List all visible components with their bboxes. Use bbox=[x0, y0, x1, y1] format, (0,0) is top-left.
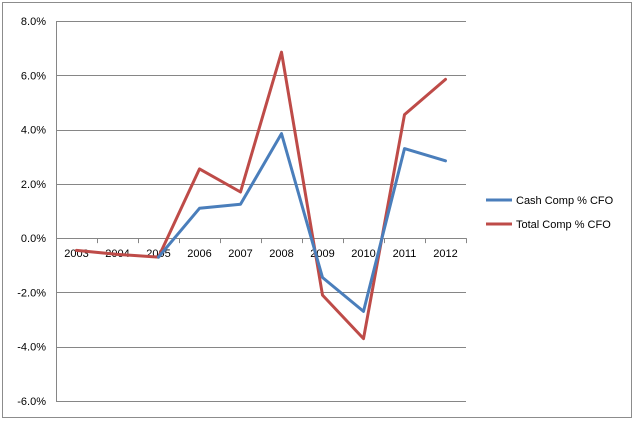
y-axis-tick-labels: 8.0% 6.0% 4.0% 2.0% 0.0% -2.0% -4.0% -6.0% bbox=[17, 16, 46, 408]
y-tick-label: 4.0% bbox=[21, 125, 46, 137]
y-tick-label: -4.0% bbox=[17, 342, 46, 354]
y-tick-label: -6.0% bbox=[17, 396, 46, 408]
series-line-cash-comp bbox=[157, 132, 447, 313]
x-tick-label: 2008 bbox=[269, 248, 293, 260]
chart-frame bbox=[2, 2, 632, 418]
y-tick-label: 8.0% bbox=[21, 16, 46, 28]
legend: Cash Comp % CFO Total Comp % CFO bbox=[486, 195, 614, 231]
x-tick-label: 2012 bbox=[433, 248, 457, 260]
data-series bbox=[75, 50, 447, 341]
y-tick-label: 6.0% bbox=[21, 70, 46, 82]
legend-label: Total Comp % CFO bbox=[516, 219, 611, 231]
x-tick-label: 2010 bbox=[351, 248, 375, 260]
series-line-total-comp bbox=[75, 50, 447, 341]
y-tick-label: 0.0% bbox=[21, 233, 46, 245]
y-tick-label: 2.0% bbox=[21, 179, 46, 191]
x-tick-label: 2007 bbox=[228, 248, 252, 260]
y-tick-label: -2.0% bbox=[17, 287, 46, 299]
x-tick-label: 2011 bbox=[393, 248, 417, 260]
gridlines bbox=[56, 21, 467, 402]
x-tick-label: 2006 bbox=[187, 248, 211, 260]
legend-label: Cash Comp % CFO bbox=[516, 195, 614, 207]
